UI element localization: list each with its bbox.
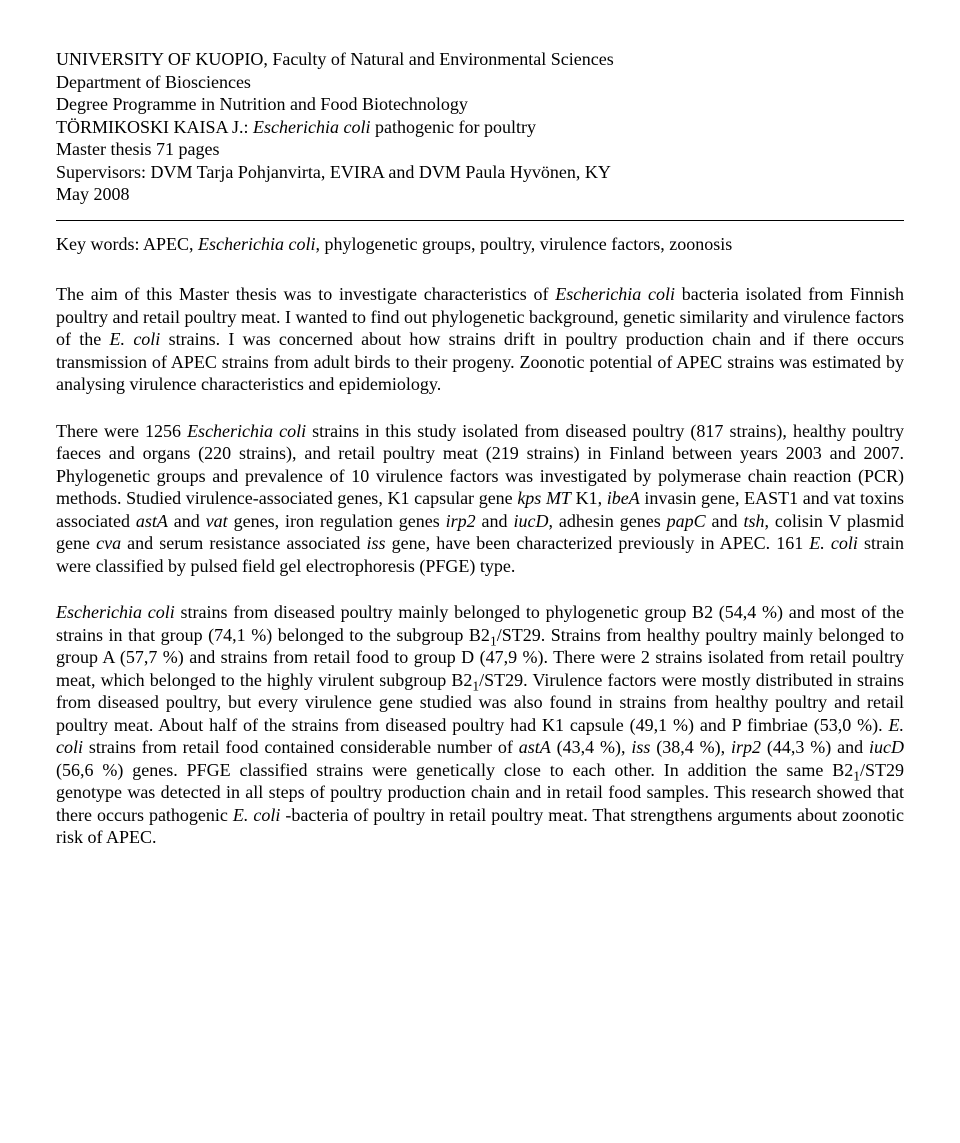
gene-italic: cva [96,533,121,553]
keywords-post: , phylogenetic groups, poultry, virulenc… [315,234,732,254]
text: (56,6 %) genes. PFGE classified strains … [56,760,853,780]
gene-italic: irp2 [731,737,761,757]
gene-italic: kps MT [517,488,571,508]
gene-italic: irp2 [446,511,476,531]
species-italic: E. coli [110,329,161,349]
author-name: TÖRMIKOSKI KAISA J.: [56,117,253,137]
thesis-title-italic: Escherichia coli [253,117,370,137]
header-university: UNIVERSITY OF KUOPIO, Faculty of Natural… [56,48,904,71]
header-author-title: TÖRMIKOSKI KAISA J.: Escherichia coli pa… [56,116,904,139]
text: and serum resistance associated [121,533,366,553]
gene-italic: papC [667,511,706,531]
text: strains from retail food contained consi… [83,737,519,757]
gene-italic: vat [206,511,228,531]
gene-italic: iss [631,737,650,757]
species-italic: Escherichia coli [555,284,675,304]
gene-italic: astA [136,511,168,531]
text: There were 1256 [56,421,187,441]
gene-italic: iucD [869,737,904,757]
gene-italic: ibeA [607,488,640,508]
header-department: Department of Biosciences [56,71,904,94]
header-thesis-pages: Master thesis 71 pages [56,138,904,161]
gene-italic: astA [519,737,551,757]
keywords-line: Key words: APEC, Escherichia coli, phylo… [56,233,904,256]
text: (43,4 %), [551,737,632,757]
keywords-pre: Key words: APEC, [56,234,198,254]
text: and [168,511,206,531]
abstract-para-3: Escherichia coli strains from diseased p… [56,601,904,849]
gene-italic: iss [367,533,386,553]
header-divider [56,220,904,221]
thesis-title-rest: pathogenic for poultry [370,117,535,137]
header-supervisors: Supervisors: DVM Tarja Pohjanvirta, EVIR… [56,161,904,184]
header-programme: Degree Programme in Nutrition and Food B… [56,93,904,116]
species-italic: Escherichia coli [56,602,175,622]
gene-italic: iucD [513,511,548,531]
species-italic: E. coli [809,533,858,553]
text: strains. I was concerned about how strai… [56,329,904,394]
text: gene, have been characterized previously… [386,533,810,553]
gene-italic: tsh [743,511,764,531]
text: (44,3 %) and [761,737,869,757]
keywords-italic: Escherichia coli [198,234,315,254]
text: (38,4 %), [650,737,731,757]
text: and [476,511,514,531]
text: The aim of this Master thesis was to inv… [56,284,555,304]
abstract-para-2: There were 1256 Escherichia coli strains… [56,420,904,578]
species-italic: Escherichia coli [187,421,306,441]
subscript: 1 [490,633,497,648]
text: genes, iron regulation genes [228,511,446,531]
header-date: May 2008 [56,183,904,206]
text: , adhesin genes [548,511,666,531]
subscript: 1 [853,768,860,783]
text: and [706,511,744,531]
abstract-para-1: The aim of this Master thesis was to inv… [56,283,904,396]
text: K1, [571,488,607,508]
species-italic: E. coli [233,805,280,825]
